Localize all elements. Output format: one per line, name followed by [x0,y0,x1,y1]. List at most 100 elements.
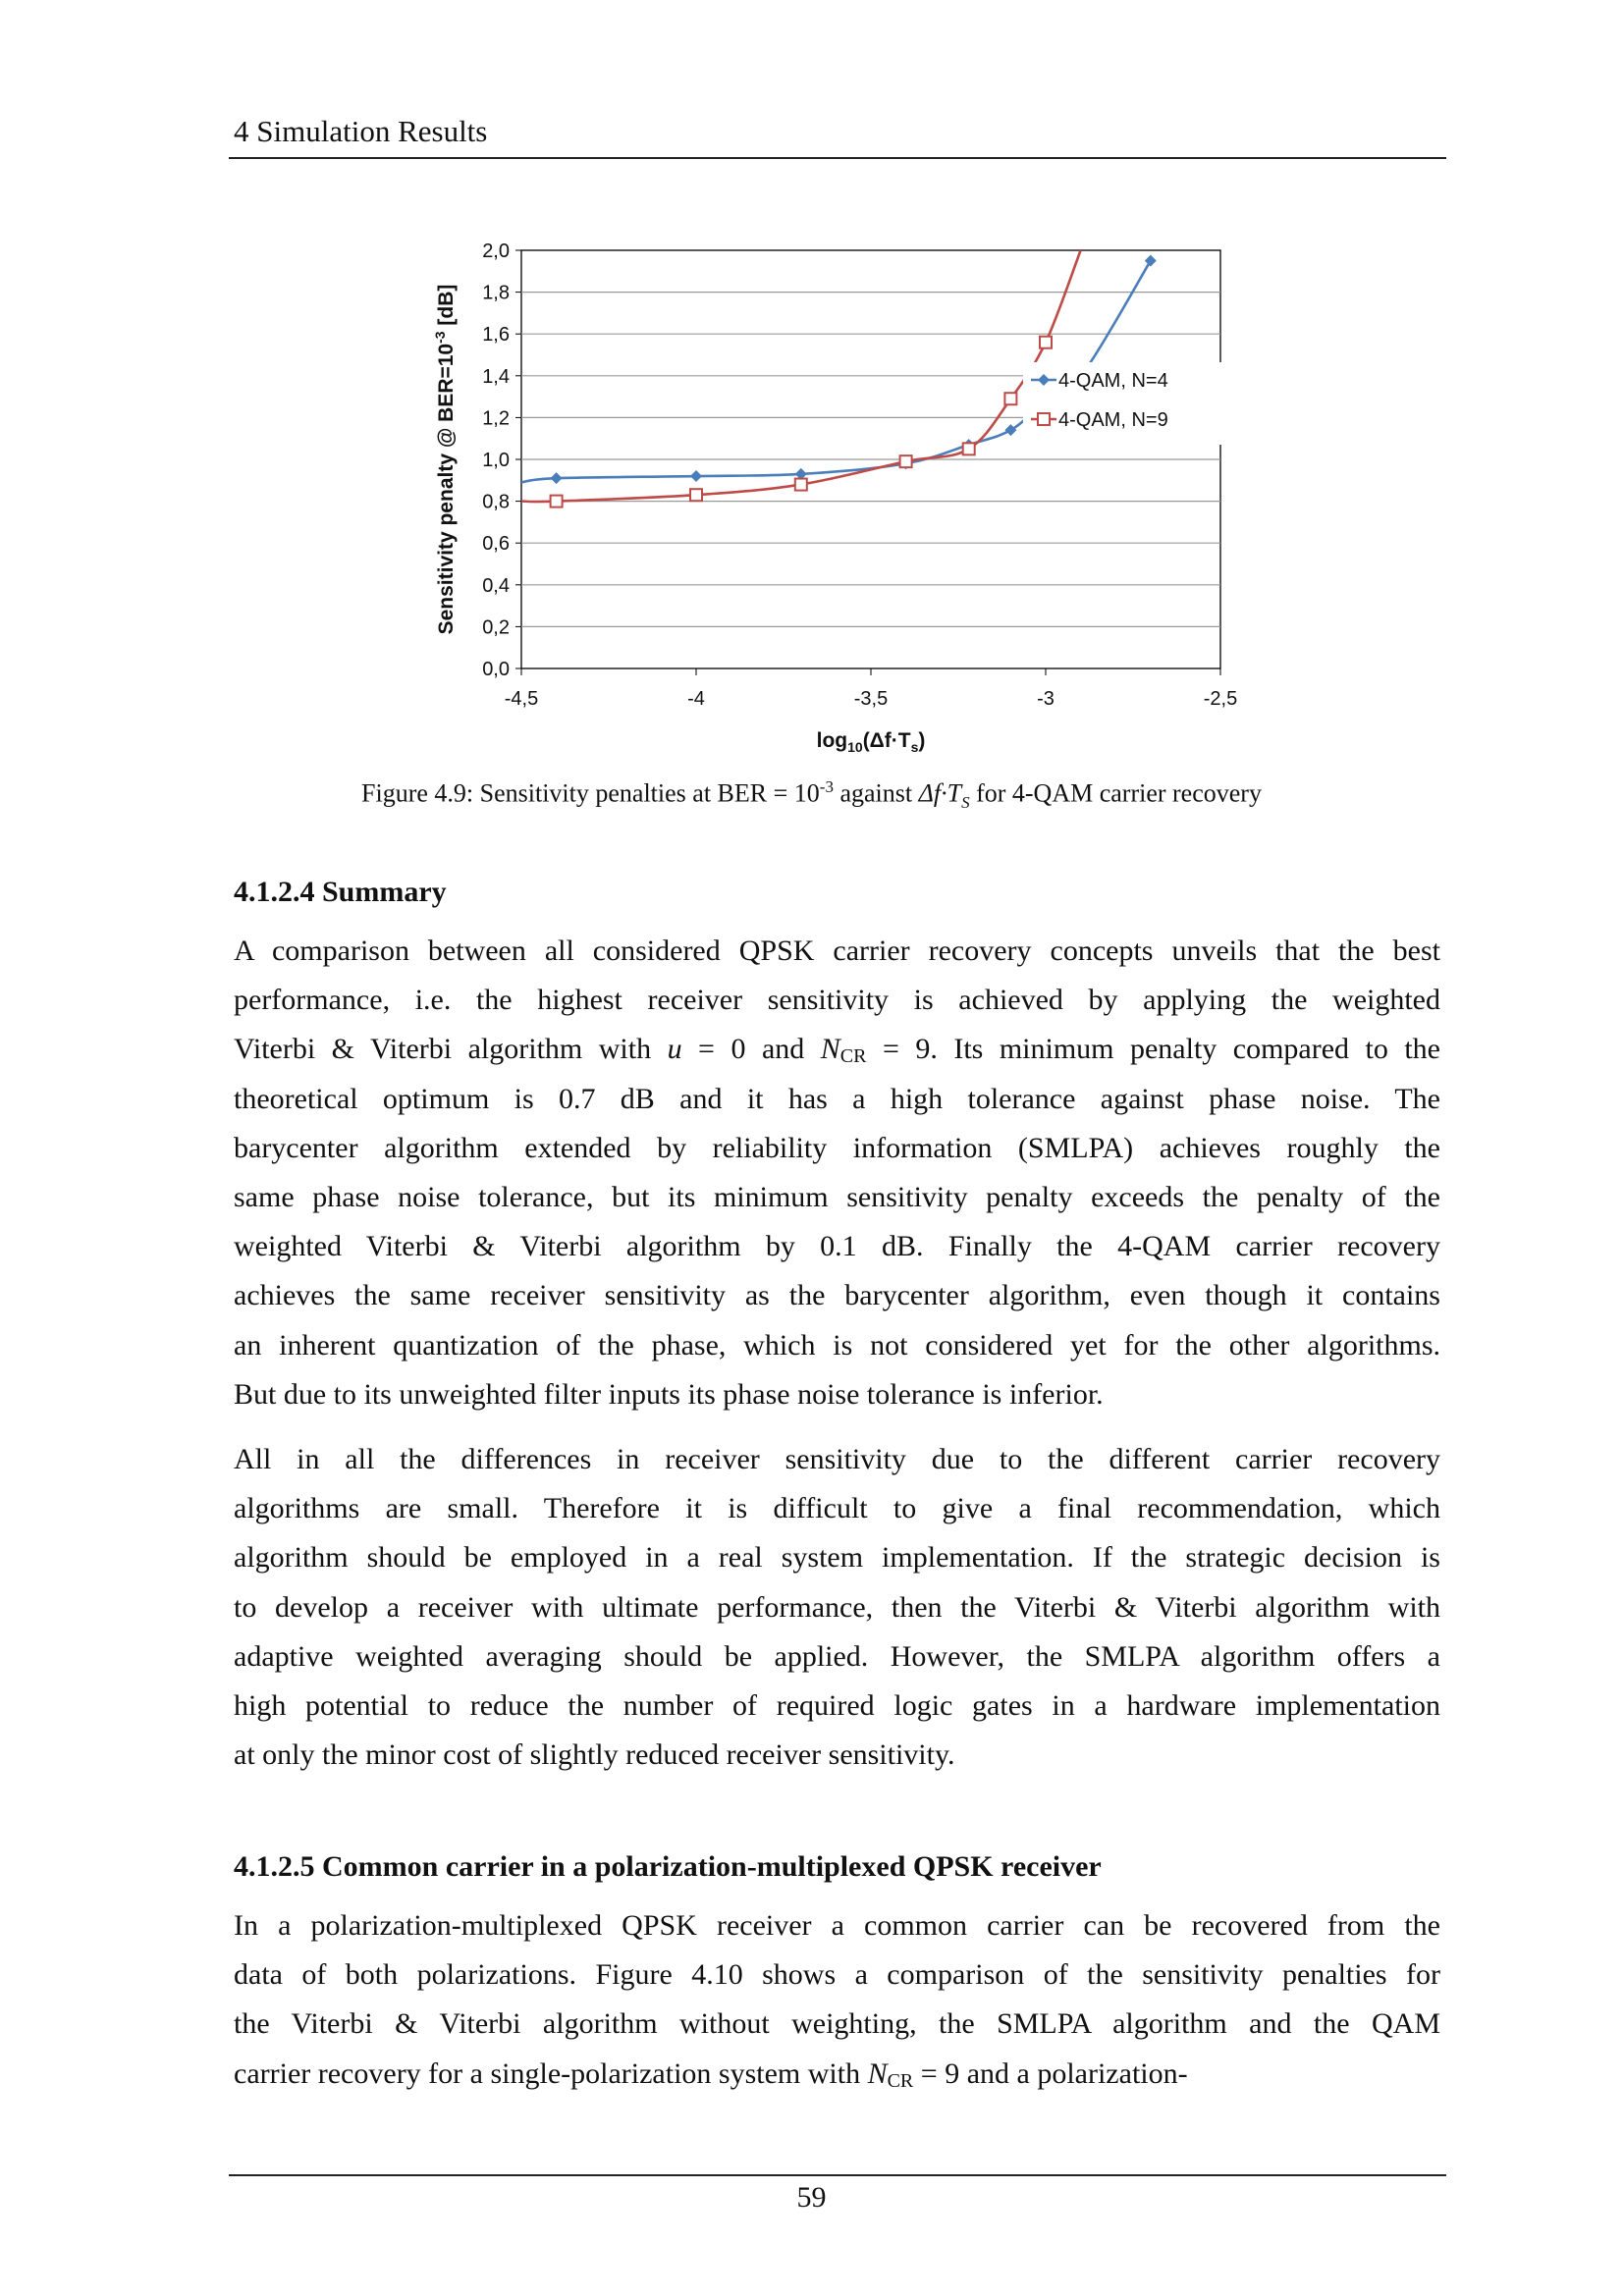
caption-sup: -3 [819,777,834,796]
y-tick-label: 1,6 [482,324,510,346]
text-run: All in all the differences in receiver s… [234,1443,1440,1475]
text-line: same phase noise tolerance, but its mini… [234,1181,1440,1214]
text-line: the Viterbi & Viterbi algorithm without … [234,2007,1440,2041]
text-run: an inherent quantization of the phase, w… [234,1328,1440,1362]
text-line: A comparison between all considered QPSK… [234,934,1440,968]
text-line: In a polarization-multiplexed QPSK recei… [234,1909,1440,1943]
caption-text: Figure 4.9: Sensitivity penalties at BER… [361,778,820,808]
math-var: u [667,1033,682,1066]
data-point [793,477,808,492]
caption-text: for 4-QAM carrier recovery [969,778,1262,808]
legend-marker [1038,374,1050,386]
text-line: carrier recovery for a single-polarizati… [234,2057,1440,2091]
y-tick-label: 1,4 [482,366,510,388]
text-run: performance, i.e. the highest receiver s… [234,984,1440,1017]
text-line: data of both polarizations. Figure 4.10 … [234,1958,1440,1992]
math-var: N [867,2056,888,2090]
series-line-1 [521,250,1082,504]
x-tick-label: -4,5 [505,688,538,710]
data-point [689,488,703,503]
text-run: achieves the same receiver sensitivity a… [234,1279,1440,1312]
section-heading: 4.1.2.5 Common carrier in a polarization… [234,1850,1102,1883]
y-tick-label: 0,6 [482,533,510,555]
data-point [1003,392,1018,406]
text-run: theoretical optimum is 0.7 dB and it has… [234,1082,1440,1115]
text-run: = 9. Its minimum penalty compared to the [866,1033,1441,1066]
section-heading: 4.1.2.4 Summary [234,876,447,908]
text-run: high potential to reduce the number of r… [234,1689,1440,1722]
text-line: But due to its unweighted filter inputs … [234,1378,1440,1412]
text-run: In a polarization-multiplexed QPSK recei… [234,1909,1440,1942]
x-tick-label: -3,5 [854,688,888,710]
text-line: performance, i.e. the highest receiver s… [234,984,1440,1017]
math-var: N [820,1033,840,1066]
y-axis-label: Sensitivity penalty @ BER=10-3 [dB] [432,285,458,635]
data-point [690,470,702,483]
text-run: the Viterbi & Viterbi algorithm without … [234,2007,1440,2041]
text-run: But due to its unweighted filter inputs … [234,1377,1104,1411]
footer-rule [229,2174,1446,2176]
text-line: at only the minor cost of slightly reduc… [234,1738,1440,1772]
x-tick-label: -3 [1037,688,1055,710]
text-run: = 9 and a polarization- [913,2056,1188,2090]
data-point [898,454,913,469]
y-tick-label: 0,8 [482,492,510,513]
legend-label: 4-QAM, N=4 [1058,370,1168,392]
text-line: algorithm should be employed in a real s… [234,1541,1440,1575]
figure-caption: Figure 4.9: Sensitivity penalties at BER… [0,777,1623,813]
text-line: weighted Viterbi & Viterbi algorithm by … [234,1230,1440,1263]
running-header: 4 Simulation Results [234,114,488,148]
text-line: theoretical optimum is 0.7 dB and it has… [234,1083,1440,1116]
data-point [1144,254,1157,267]
text-line: adaptive weighted averaging should be ap… [234,1640,1440,1674]
text-run: carrier recovery for a single-polarizati… [234,2056,868,2090]
text-line: All in all the differences in receiver s… [234,1443,1440,1476]
math-sub: CR [887,2069,914,2092]
caption-var: Δf·T [918,778,962,808]
legend-label: 4-QAM, N=9 [1058,409,1168,431]
data-point [1039,335,1053,349]
text-line: Viterbi & Viterbi algorithm with u = 0 a… [234,1033,1440,1066]
text-line: to develop a receiver with ultimate perf… [234,1591,1440,1625]
x-axis-label: log10(Δf·Ts) [817,729,926,755]
caption-var-sub: S [961,792,970,812]
header-rule [229,157,1446,159]
data-point [961,442,976,456]
text-run: Viterbi & Viterbi algorithm with [234,1033,668,1066]
text-run: to develop a receiver with ultimate perf… [234,1590,1440,1624]
text-run: adaptive weighted averaging should be ap… [234,1639,1440,1673]
legend-box [1023,362,1221,445]
caption-text: against [833,778,919,808]
text-line: algorithms are small. Therefore it is di… [234,1492,1440,1525]
text-run: at only the minor cost of slightly reduc… [234,1738,955,1772]
y-tick-label: 1,0 [482,450,510,471]
y-tick-label: 2,0 [482,240,510,262]
text-line: achieves the same receiver sensitivity a… [234,1279,1440,1312]
text-run: A comparison between all considered QPSK… [234,934,1440,967]
text-line: high potential to reduce the number of r… [234,1689,1440,1723]
y-tick-label: 1,2 [482,407,510,429]
data-point [550,472,563,485]
data-point [1004,424,1017,437]
math-sub: CR [839,1045,867,1068]
text-run: weighted Viterbi & Viterbi algorithm by … [234,1230,1440,1263]
y-tick-label: 1,8 [482,283,510,304]
y-tick-label: 0,4 [482,575,510,597]
text-run: barycenter algorithm extended by reliabi… [234,1131,1440,1164]
sensitivity-chart: 0,0 0,2 0,4 0,6 0,8 1,0 1,2 1,4 1,6 1,8 2,0 -4,5 -4 -… [432,240,1237,755]
x-tick-label: -2,5 [1204,688,1237,710]
text-run: algorithm should be employed in a real s… [234,1541,1440,1575]
y-tick-label: 0,0 [482,659,510,680]
text-run: same phase noise tolerance, but its mini… [234,1181,1440,1213]
text-run: data of both polarizations. Figure 4.10 … [234,1958,1440,1992]
text-line: barycenter algorithm extended by reliabi… [234,1132,1440,1165]
data-point [794,467,807,480]
y-tick-label: 0,2 [482,616,510,638]
x-tick-label: -4 [687,688,705,710]
legend-marker [1037,412,1051,426]
page-number: 59 [796,2181,827,2214]
text-line: an inherent quantization of the phase, w… [234,1329,1440,1362]
data-point [549,494,564,508]
text-run: = 0 and [681,1033,821,1066]
text-run: algorithms are small. Therefore it is di… [234,1492,1440,1525]
